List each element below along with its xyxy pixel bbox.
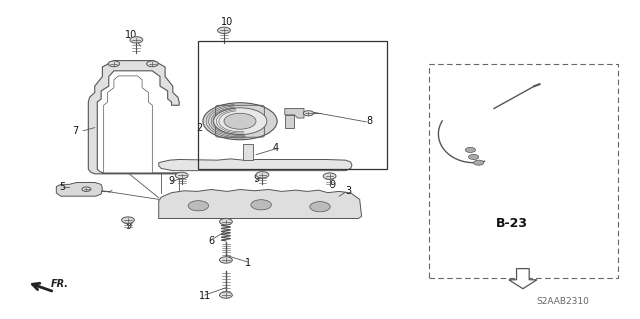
Circle shape	[224, 113, 256, 129]
Circle shape	[310, 202, 330, 212]
Circle shape	[256, 172, 269, 178]
Circle shape	[251, 200, 271, 210]
Circle shape	[468, 154, 479, 160]
Text: B-23: B-23	[496, 217, 528, 230]
Circle shape	[323, 173, 336, 179]
Text: 10: 10	[125, 30, 138, 40]
Polygon shape	[243, 144, 253, 160]
Bar	[198, 41, 387, 169]
Circle shape	[82, 187, 91, 191]
Polygon shape	[56, 182, 102, 196]
Polygon shape	[509, 269, 537, 289]
Text: 10: 10	[221, 17, 234, 27]
Text: 7: 7	[72, 126, 79, 136]
Circle shape	[220, 257, 232, 263]
Circle shape	[465, 147, 476, 152]
Text: 8: 8	[367, 116, 373, 126]
Text: 4: 4	[272, 143, 278, 153]
Text: 3: 3	[346, 186, 352, 197]
Text: 9: 9	[253, 174, 259, 184]
Text: FR.: FR.	[51, 279, 69, 289]
Circle shape	[188, 201, 209, 211]
Circle shape	[147, 61, 158, 67]
Circle shape	[213, 108, 267, 135]
Text: 11: 11	[198, 291, 211, 301]
Text: S2AAB2310: S2AAB2310	[537, 297, 589, 306]
Polygon shape	[159, 159, 352, 171]
Circle shape	[220, 292, 232, 298]
Polygon shape	[104, 76, 152, 173]
Circle shape	[122, 217, 134, 223]
Text: 5: 5	[60, 182, 66, 192]
Text: 9: 9	[125, 221, 131, 231]
Text: 9: 9	[330, 180, 336, 190]
Circle shape	[108, 61, 120, 67]
Text: 6: 6	[208, 236, 214, 246]
Circle shape	[203, 103, 277, 140]
Text: 1: 1	[245, 258, 252, 268]
Circle shape	[474, 160, 484, 165]
Bar	[429, 64, 618, 278]
Polygon shape	[285, 108, 304, 118]
Circle shape	[220, 219, 232, 225]
Circle shape	[175, 172, 188, 179]
Circle shape	[130, 37, 143, 43]
Polygon shape	[285, 115, 294, 128]
Polygon shape	[159, 189, 362, 219]
Circle shape	[303, 111, 314, 116]
Circle shape	[218, 27, 230, 33]
Text: 9: 9	[168, 176, 175, 186]
Polygon shape	[88, 61, 179, 174]
Text: 2: 2	[196, 122, 203, 133]
